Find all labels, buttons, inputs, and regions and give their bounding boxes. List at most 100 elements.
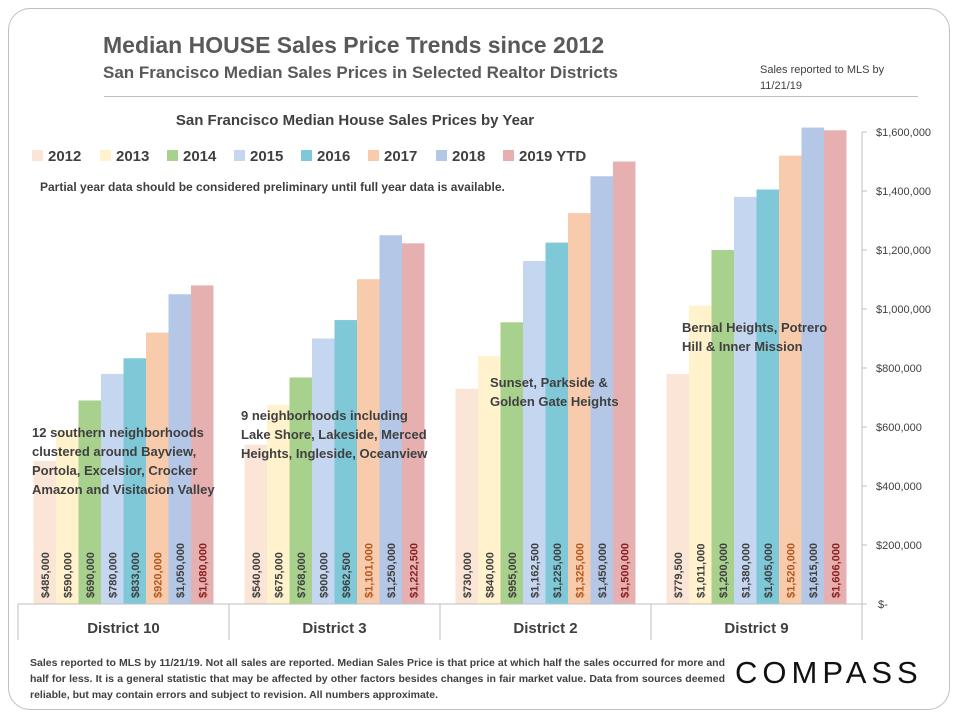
bar-district-10-2013 bbox=[56, 429, 79, 604]
bar-district-2-2019-ytd bbox=[613, 161, 636, 604]
y-tick-label: $600,000 bbox=[876, 422, 922, 434]
chart-preliminary-note: Partial year data should be considered p… bbox=[40, 180, 505, 194]
legend: 2012 2013 2014 2015 2016 2017 2018 2019 YTD bbox=[32, 148, 586, 165]
bar-district-3-2015 bbox=[312, 338, 335, 604]
bar-labels-layer: $485,000 $590,000 $690,000 $780,000 $833,000… bbox=[40, 543, 843, 598]
value-label-district-9-2012: $779,500 bbox=[673, 552, 685, 598]
value-label-district-3-2019-ytd: $1,222,500 bbox=[408, 543, 420, 598]
value-label-district-3-2018: $1,250,000 bbox=[386, 543, 398, 598]
bar-district-10-2015 bbox=[101, 373, 124, 604]
bar-district-10-2016 bbox=[123, 358, 146, 604]
legend-swatch-2014 bbox=[167, 150, 178, 161]
bar-district-3-2014 bbox=[289, 377, 312, 604]
legend-swatch-2019-ytd bbox=[503, 150, 514, 161]
legend-swatch-2018 bbox=[436, 150, 447, 161]
bar-district-9-2012 bbox=[666, 374, 689, 604]
bar-district-2-2016 bbox=[545, 242, 568, 604]
legend-swatch-2012 bbox=[32, 150, 43, 161]
value-label-district-10-2013: $590,000 bbox=[62, 552, 74, 598]
value-label-district-2-2013: $840,000 bbox=[484, 552, 496, 598]
category-label-district-3: District 3 bbox=[302, 620, 366, 637]
legend-label-2012: 2012 bbox=[48, 148, 81, 165]
bar-district-3-2017 bbox=[357, 279, 380, 604]
value-label-district-10-2019-ytd: $1,080,000 bbox=[197, 543, 209, 598]
value-label-district-10-2012: $485,000 bbox=[40, 552, 52, 598]
bar-district-3-2018 bbox=[379, 235, 402, 604]
value-label-district-10-2018: $1,050,000 bbox=[175, 543, 187, 598]
y-tick-label: $1,000,000 bbox=[876, 304, 931, 316]
annotation-district-10: 12 southern neighborhoods clustered aroun… bbox=[32, 425, 215, 497]
bar-district-10-2018 bbox=[168, 294, 191, 604]
bar-district-10-2019-ytd bbox=[191, 285, 214, 604]
value-label-district-2-2015: $1,162,500 bbox=[529, 543, 541, 598]
compass-logo: COMPASS bbox=[735, 655, 923, 690]
bar-district-2-2012 bbox=[455, 388, 478, 604]
category-label-district-10: District 10 bbox=[87, 620, 160, 637]
value-label-district-2-2012: $730,000 bbox=[462, 552, 474, 598]
value-label-district-9-2019-ytd: $1,606,000 bbox=[830, 543, 842, 598]
axes-layer: District 10 District 3 District 2 District … bbox=[17, 127, 931, 640]
legend-label-2015: 2015 bbox=[250, 148, 283, 165]
value-label-district-3-2015: $900,000 bbox=[318, 552, 330, 598]
y-tick-label: $- bbox=[878, 599, 888, 611]
y-tick-label: $800,000 bbox=[876, 363, 922, 375]
value-label-district-9-2016: $1,405,000 bbox=[763, 543, 775, 598]
y-tick-label: $200,000 bbox=[876, 540, 922, 552]
value-label-district-9-2017: $1,520,000 bbox=[785, 543, 797, 598]
legend-swatch-2017 bbox=[368, 150, 379, 161]
bar-district-9-2017 bbox=[779, 155, 802, 604]
bar-district-10-2014 bbox=[78, 400, 101, 604]
bar-district-2-2018 bbox=[590, 176, 613, 604]
value-label-district-2-2019-ytd: $1,500,000 bbox=[619, 543, 631, 598]
value-label-district-2-2017: $1,325,000 bbox=[574, 543, 586, 598]
value-label-district-3-2012: $540,000 bbox=[251, 552, 263, 598]
y-tick-label: $400,000 bbox=[876, 481, 922, 493]
value-label-district-2-2018: $1,450,000 bbox=[597, 543, 609, 598]
value-label-district-3-2014: $768,000 bbox=[296, 552, 308, 598]
legend-label-2014: 2014 bbox=[183, 148, 217, 165]
value-label-district-10-2014: $690,000 bbox=[85, 552, 97, 598]
value-label-district-9-2015: $1,380,000 bbox=[740, 543, 752, 598]
bar-district-9-2015 bbox=[734, 196, 757, 604]
value-label-district-9-2014: $1,200,000 bbox=[718, 543, 730, 598]
y-tick-label: $1,200,000 bbox=[876, 245, 931, 257]
annotation-district-3: 9 neighborhoods including Lake Shore, Lak… bbox=[241, 408, 428, 461]
value-label-district-9-2013: $1,011,000 bbox=[695, 544, 707, 598]
bar-district-2-2017 bbox=[568, 213, 591, 604]
sales-reported-note: Sales reported to MLS by 11/21/19 bbox=[760, 64, 885, 92]
bar-district-9-2014 bbox=[711, 250, 734, 604]
bar-district-3-2013 bbox=[267, 404, 290, 604]
annotation-district-9: Bernal Heights, Potrero Hill & Inner Miss… bbox=[682, 320, 827, 354]
value-label-district-2-2016: $1,225,000 bbox=[552, 543, 564, 598]
y-tick-label: $1,400,000 bbox=[876, 186, 931, 198]
annotations-layer: 12 southern neighborhoods clustered aroun… bbox=[32, 320, 827, 497]
legend-label-2013: 2013 bbox=[116, 148, 149, 165]
bar-district-9-2018 bbox=[801, 127, 824, 604]
value-label-district-9-2018: $1,615,000 bbox=[808, 543, 820, 598]
bar-district-9-2016 bbox=[756, 189, 779, 604]
category-label-district-9: District 9 bbox=[724, 620, 788, 637]
title-divider bbox=[104, 96, 918, 97]
value-label-district-10-2017: $920,000 bbox=[152, 552, 164, 598]
value-label-district-3-2016: $962,500 bbox=[341, 552, 353, 598]
bar-district-3-2016 bbox=[334, 320, 357, 604]
y-tick-label: $1,600,000 bbox=[876, 127, 931, 139]
page-subtitle: San Francisco Median Sales Prices in Sel… bbox=[103, 63, 618, 82]
bar-district-9-2013 bbox=[689, 305, 712, 604]
bar-district-2-2014 bbox=[500, 322, 523, 604]
value-label-district-10-2016: $833,000 bbox=[130, 552, 142, 598]
legend-swatch-2016 bbox=[301, 150, 312, 161]
bar-district-2-2013 bbox=[478, 356, 501, 604]
legend-label-2018: 2018 bbox=[452, 148, 485, 165]
bars-layer bbox=[33, 127, 847, 605]
page-title: Median HOUSE Sales Price Trends since 20… bbox=[103, 32, 605, 58]
bar-district-3-2012 bbox=[244, 444, 267, 604]
bar-district-9-2019-ytd bbox=[824, 130, 847, 605]
value-label-district-10-2015: $780,000 bbox=[107, 552, 119, 598]
category-label-district-2: District 2 bbox=[513, 620, 577, 637]
footer-disclaimer: Sales reported to MLS by 11/21/19. Not a… bbox=[30, 657, 725, 701]
chart-title: San Francisco Median House Sales Prices … bbox=[176, 112, 534, 129]
value-label-district-3-2017: $1,101,000 bbox=[363, 543, 375, 598]
bar-district-3-2019-ytd bbox=[402, 243, 425, 605]
